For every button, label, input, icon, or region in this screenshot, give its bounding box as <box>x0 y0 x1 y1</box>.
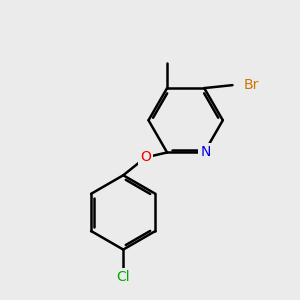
Text: O: O <box>140 150 151 164</box>
Text: Cl: Cl <box>116 270 130 284</box>
Text: Br: Br <box>244 78 259 92</box>
Text: N: N <box>200 146 211 160</box>
